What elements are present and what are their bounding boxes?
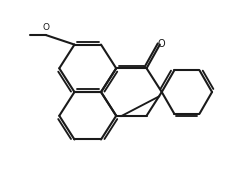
Text: O: O [158, 39, 166, 49]
Text: O: O [42, 23, 49, 32]
